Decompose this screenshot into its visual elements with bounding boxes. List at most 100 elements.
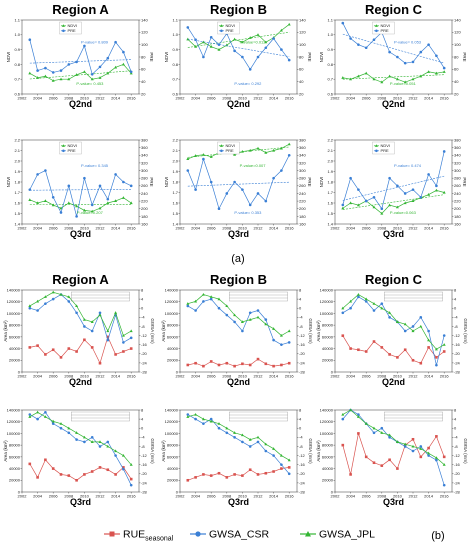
data-point-RUE	[36, 344, 39, 347]
data-point-RUE	[83, 473, 86, 476]
data-point-PRE	[357, 188, 360, 191]
y2-tick-label: 280	[299, 176, 306, 181]
y2-tick-label: 260	[141, 183, 148, 188]
data-point-PRE	[265, 46, 268, 49]
y2-tick-label: 0	[141, 426, 144, 431]
bottom-legend-marker	[110, 532, 115, 537]
y-tick-label: 60000	[167, 454, 179, 459]
quarter-label: Q2nd	[382, 377, 405, 387]
y-tick-label: 0.7	[14, 77, 20, 82]
y2-tick-label: -24	[299, 360, 306, 365]
y-tick-label: 0.7	[172, 77, 178, 82]
y2-tick-label: -24	[454, 360, 461, 365]
data-point-PRE	[396, 56, 399, 59]
y2-tick-label: 60	[454, 67, 459, 72]
bottom-legend-item: GWSA_CSR	[190, 529, 270, 541]
legend-label: PRE	[225, 28, 234, 33]
data-point-PRE	[427, 43, 430, 46]
data-point-NDVI	[67, 201, 70, 204]
y-tick-label: 0.8	[327, 62, 333, 67]
bottom-legend-label: GWSA_JPL	[319, 529, 375, 541]
data-point-RUE	[107, 468, 110, 471]
region-title: Region A	[52, 2, 109, 17]
data-point-GWSA_CSR	[288, 472, 291, 475]
y2-tick-label: -16	[299, 462, 306, 467]
y2-tick-label: 0	[299, 306, 302, 311]
data-point-PRE	[83, 45, 86, 48]
y2-tick-label: -20	[299, 351, 306, 356]
y-tick-label: 0.7	[327, 77, 333, 82]
data-point-RUE	[233, 365, 236, 368]
quarter-label: Q3rd	[70, 229, 91, 239]
y2-tick-label: 200	[141, 206, 148, 211]
data-point-GWSA_CSR	[342, 418, 345, 421]
y2-tick-label: -24	[141, 480, 148, 485]
data-point-PRE	[83, 177, 86, 180]
quarter-label: Q3rd	[228, 229, 249, 239]
y-axis-title: NDVI	[164, 177, 169, 188]
data-point-RUE	[210, 474, 213, 477]
y2-tick-label: 60	[141, 67, 146, 72]
data-point-GWSA_CSR	[107, 441, 110, 444]
data-point-GWSA_CSR	[91, 330, 94, 333]
y2-axis-title: PRE	[307, 177, 312, 186]
y-tick-label: 1.1	[14, 17, 20, 22]
y2-tick-label: 220	[454, 198, 461, 203]
x-tick-label: 2014	[269, 494, 279, 499]
data-point-PRE	[233, 181, 236, 184]
legend-label: PRE	[225, 148, 234, 153]
trend-line-PRE	[30, 189, 131, 190]
data-point-GWSA_CSR	[130, 484, 133, 487]
y-tick-label: 60000	[322, 334, 334, 339]
data-point-GWSA_CSR	[60, 427, 63, 430]
y-tick-label: 40000	[9, 346, 21, 351]
y2-axis-title: PRE	[462, 177, 467, 186]
data-point-RUE	[272, 470, 275, 473]
x-tick-label: 2014	[269, 226, 279, 231]
data-point-GWSA_JPL	[52, 291, 55, 294]
bottom-legend-item: GWSA_JPL	[300, 529, 375, 541]
data-point-NDVI	[435, 189, 438, 192]
y2-tick-label: 380	[454, 137, 461, 142]
trend-line-PRE	[343, 34, 444, 63]
y-tick-label: 0.6	[172, 91, 178, 96]
legend-marker	[375, 150, 378, 153]
data-point-RUE	[130, 347, 133, 350]
series-line-GWSA_CSR	[30, 295, 131, 343]
data-point-RUE	[249, 468, 252, 471]
data-point-GWSA_CSR	[210, 298, 213, 301]
data-point-PRE	[68, 63, 71, 66]
x-tick-label: 2016	[440, 494, 450, 499]
y2-tick-label: 8	[454, 287, 457, 292]
quarter-label: Q2nd	[382, 99, 405, 109]
y2-tick-label: 180	[299, 214, 306, 219]
y-tick-label: 2.0	[172, 158, 178, 163]
y2-tick-label: 180	[141, 214, 148, 219]
data-point-RUE	[36, 476, 39, 479]
y2-tick-label: -12	[299, 333, 306, 338]
y2-tick-label: -20	[454, 471, 461, 476]
y2-tick-label: -16	[454, 342, 461, 347]
data-point-PRE	[249, 68, 252, 71]
data-point-GWSA_CSR	[114, 454, 117, 457]
y-tick-label: 60000	[9, 454, 21, 459]
data-point-PRE	[420, 51, 423, 54]
data-point-RUE	[443, 456, 446, 459]
y2-tick-label: 8	[454, 407, 457, 412]
y2-tick-label: 80	[141, 54, 146, 59]
y2-tick-label: 300	[141, 168, 148, 173]
data-point-GWSA_CSR	[265, 450, 268, 453]
quarter-label: Q2nd	[69, 99, 92, 109]
data-point-RUE	[288, 466, 291, 469]
y2-tick-label: 200	[454, 206, 461, 211]
y-tick-label: 120000	[320, 299, 334, 304]
x-tick-label: 2006	[362, 96, 372, 101]
data-point-PRE	[130, 185, 133, 188]
stats-table	[71, 292, 130, 301]
y2-tick-label: -12	[299, 453, 306, 458]
data-point-GWSA_JPL	[106, 329, 109, 332]
y2-tick-label: 320	[299, 160, 306, 165]
